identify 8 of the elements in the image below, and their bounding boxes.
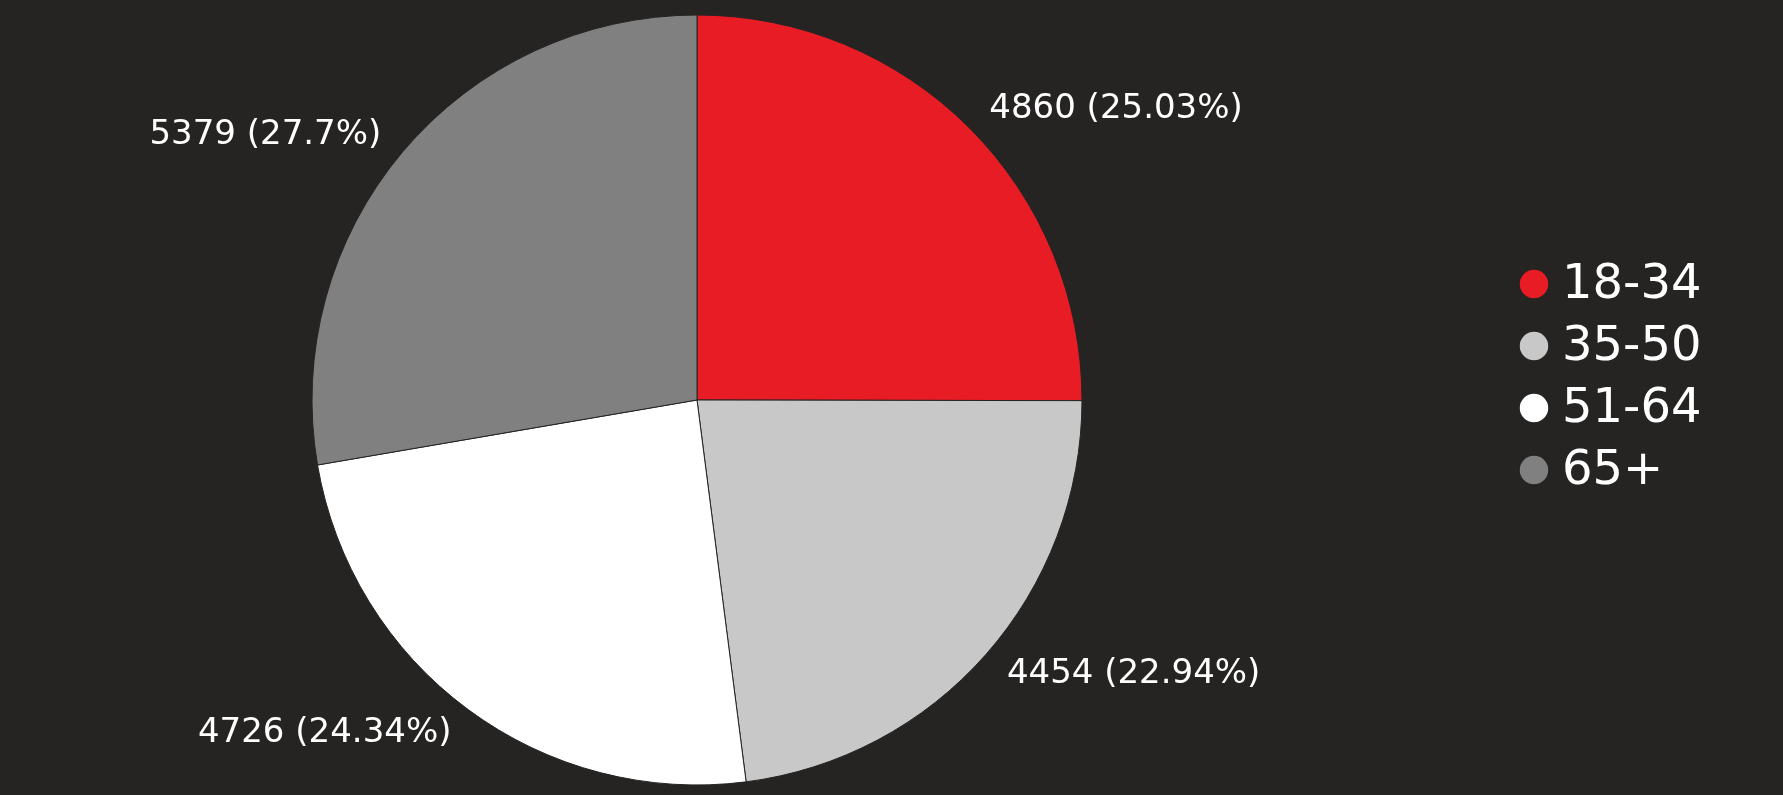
data-label: 4726 (24.34%): [197, 710, 452, 751]
data-label: 4860 (25.03%): [989, 86, 1243, 127]
legend-label: 51-64: [1562, 377, 1702, 433]
legend-label: 35-50: [1562, 315, 1702, 371]
legend-label: 65+: [1562, 439, 1664, 495]
legend-label: 18-34: [1562, 253, 1702, 309]
data-label: 5379 (27.7%): [149, 111, 382, 152]
data-label: 4454 (22.94%): [1006, 651, 1261, 692]
